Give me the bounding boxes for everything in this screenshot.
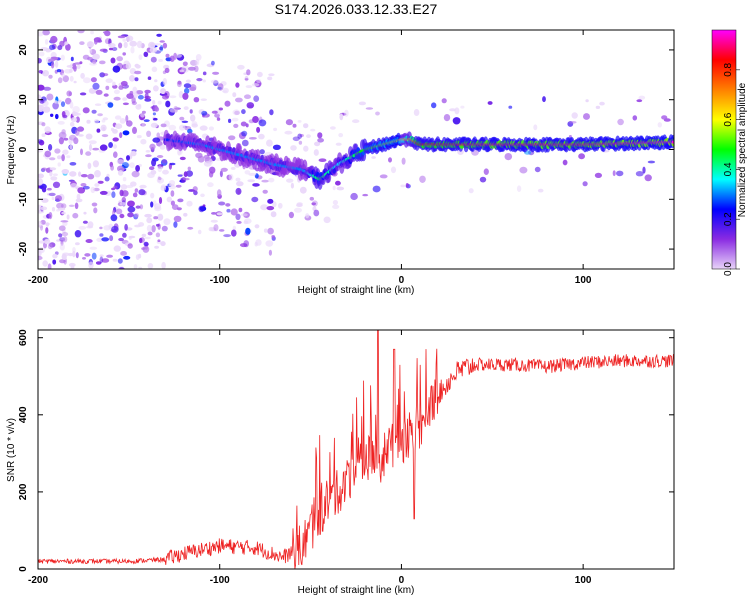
snr-x-tick-label: -200 bbox=[28, 575, 48, 586]
colorbar: 0.0 0.2 0.4 0.6 0.8 Normalized spectral ampl… bbox=[711, 29, 748, 276]
colorbar-gradient bbox=[712, 30, 736, 269]
spectrogram-x-ticks: -200 -100 0 100 bbox=[28, 30, 592, 286]
spectrogram-x-tick-label: 0 bbox=[399, 275, 405, 286]
snr-y-ticks: 0 200 400 600 bbox=[18, 329, 674, 572]
colorbar-tick-label: 0.2 bbox=[723, 212, 734, 226]
snr-y-tick-label: 200 bbox=[18, 483, 29, 500]
spectrogram-x-tick-label: -100 bbox=[210, 275, 230, 286]
spectrogram-y-tick-label: -20 bbox=[18, 241, 29, 256]
spectrogram-y-ticks: -20 -10 0 10 20 bbox=[18, 44, 674, 256]
colorbar-ticks: 0.0 0.2 0.4 0.6 0.8 bbox=[723, 62, 740, 276]
snr-series-line bbox=[38, 330, 674, 569]
colorbar-tick-label: 0.0 bbox=[723, 262, 734, 276]
spectrogram-y-tick-label: 20 bbox=[18, 44, 29, 56]
spectrogram-x-tick-label: -200 bbox=[28, 275, 48, 286]
spectrogram-y-tick-label: 0 bbox=[18, 146, 29, 152]
colorbar-tick-label: 0.8 bbox=[723, 62, 734, 76]
snr-x-tick-label: 0 bbox=[399, 575, 405, 586]
chart-title: S174.2026.033.12.33.E27 bbox=[275, 1, 438, 17]
spectrogram-x-tick-label: 100 bbox=[575, 275, 592, 286]
snr-x-tick-label: -100 bbox=[210, 575, 230, 586]
snr-y-tick-label: 600 bbox=[18, 329, 29, 346]
spectrogram-heat-layer bbox=[38, 30, 674, 269]
spectrogram-y-tick-label: -10 bbox=[18, 192, 29, 207]
snr-panel: -200 -100 0 100 0 200 400 600 Height of straig… bbox=[6, 329, 675, 596]
colorbar-label: Normalized spectral amplitude bbox=[737, 82, 748, 217]
snr-x-ticks: -200 -100 0 100 bbox=[28, 330, 592, 586]
snr-frame bbox=[37, 329, 675, 570]
snr-x-axis-label: Height of straight line (km) bbox=[298, 585, 415, 596]
spectrogram-y-tick-label: 10 bbox=[18, 94, 29, 106]
colorbar-tick-label: 0.6 bbox=[723, 112, 734, 126]
snr-y-tick-label: 400 bbox=[18, 406, 29, 423]
colorbar-tick-label: 0.4 bbox=[723, 162, 734, 176]
spectrogram-y-axis-label: Frequency (Hz) bbox=[6, 116, 17, 185]
snr-y-tick-label: 0 bbox=[18, 566, 29, 572]
colorbar-frame bbox=[711, 29, 737, 270]
spectrogram-x-axis-label: Height of straight line (km) bbox=[298, 285, 415, 296]
snr-y-axis-label: SNR (10 * v/v) bbox=[6, 418, 17, 482]
snr-x-tick-label: 100 bbox=[575, 575, 592, 586]
